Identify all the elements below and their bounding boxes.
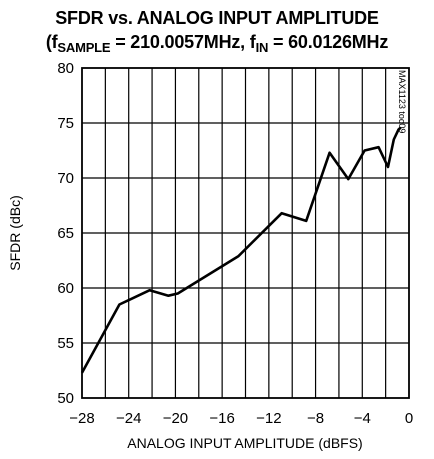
- y-tick-label: 80: [57, 60, 74, 77]
- axes: 50 55 60 65 70 75 80 −28 −24 −20 −16 −12 −8 −4 0: [57, 60, 413, 427]
- y-tick-label: 75: [57, 115, 74, 132]
- y-tick-label: 65: [57, 225, 74, 242]
- y-tick-label: 60: [57, 280, 74, 297]
- x-tick-label: −28: [69, 410, 94, 427]
- subtitle-part: (f: [45, 32, 58, 52]
- x-axis-label: ANALOG INPUT AMPLITUDE (dBFS): [127, 435, 362, 451]
- chart-annotation: MAX1123 toc09: [397, 70, 407, 133]
- y-axis-label: SFDR (dBc): [7, 195, 23, 270]
- subtitle-subscript-sample: SAMPLE: [57, 40, 111, 55]
- chart-subtitle: (fSAMPLE = 210.0057MHz, fIN = 60.0126MHz: [0, 32, 434, 55]
- sfdr-line: [80, 126, 402, 374]
- y-tick-label: 50: [57, 390, 74, 407]
- x-tick-label: −24: [116, 410, 141, 427]
- data-series: [80, 126, 402, 374]
- x-tick-label: 0: [405, 410, 413, 427]
- x-tick-label: −4: [354, 410, 371, 427]
- subtitle-subscript-in: IN: [255, 40, 269, 55]
- y-tick-label: 55: [57, 335, 74, 352]
- x-tick-label: −12: [256, 410, 281, 427]
- y-tick-label: 70: [57, 170, 74, 187]
- subtitle-part: = 60.0126MHz: [268, 32, 389, 52]
- plot-frame: [81, 67, 410, 399]
- grid: [82, 68, 409, 398]
- x-tick-label: −20: [163, 410, 188, 427]
- subtitle-part: = 210.0057MHz, f: [110, 32, 256, 52]
- x-tick-label: −16: [209, 410, 234, 427]
- x-tick-label: −8: [307, 410, 324, 427]
- chart-title: SFDR vs. ANALOG INPUT AMPLITUDE: [55, 8, 379, 28]
